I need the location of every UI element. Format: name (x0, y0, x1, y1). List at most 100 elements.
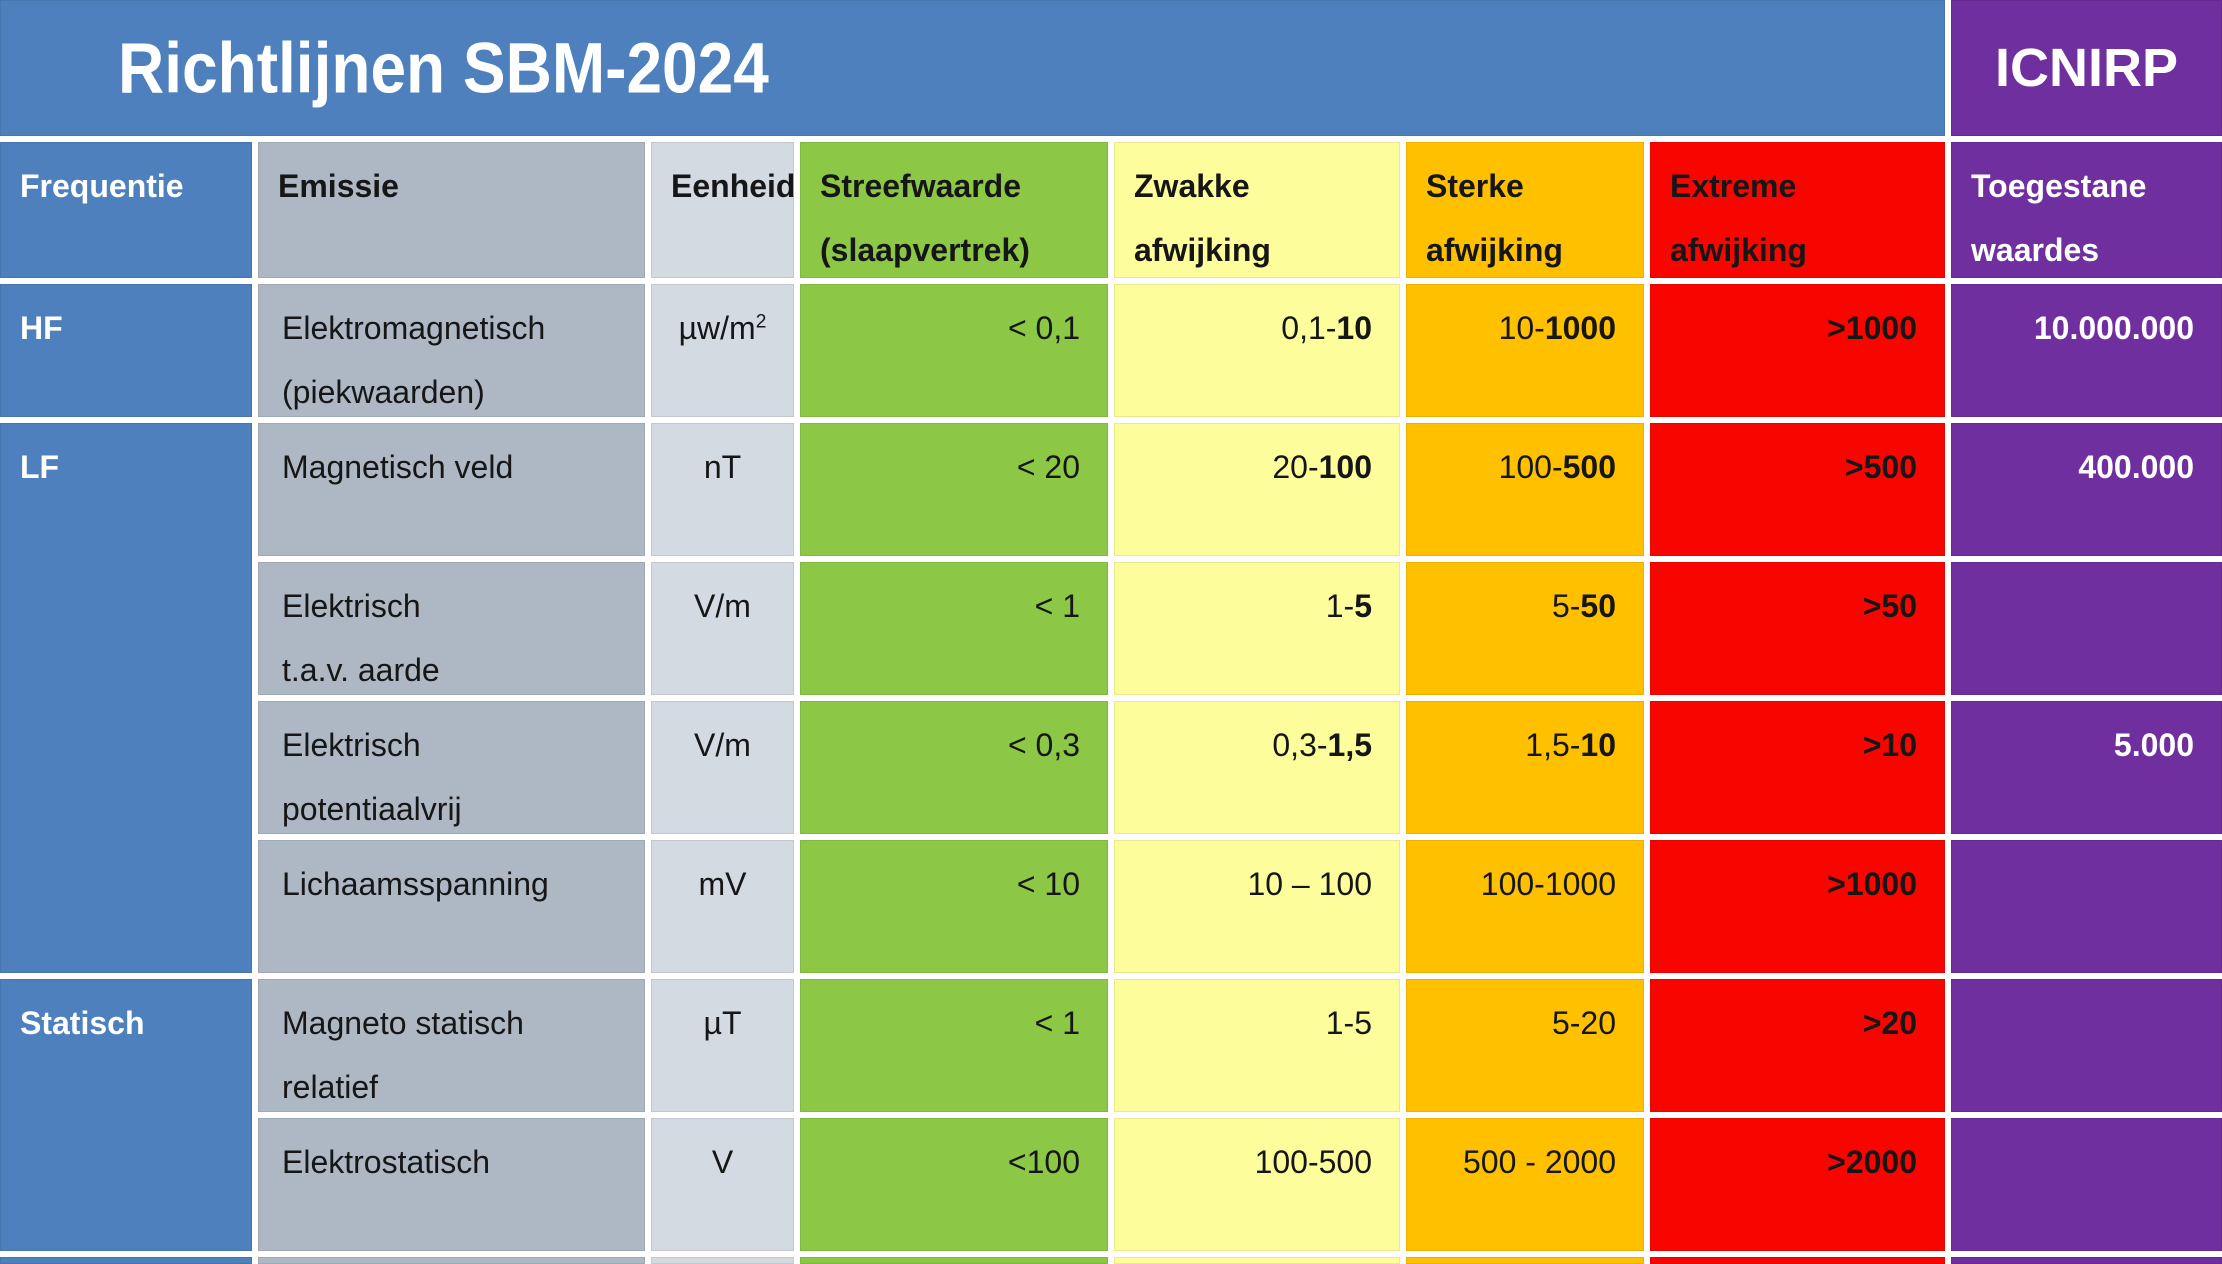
partial-row-extreme (1650, 1257, 1945, 1264)
partial-row-sterke (1406, 1257, 1644, 1264)
header-toegestane-line2: waardes (1971, 232, 2100, 268)
header-toegestane-line1: Toegestane (1971, 168, 2147, 204)
cell-eenheid-row4: V/m (651, 701, 794, 834)
header-toegestane-waardes: Toegestane waardes (1951, 142, 2222, 278)
emissie-row7-line1: Elektrostatisch (282, 1144, 491, 1180)
cell-toegestaan-row6 (1951, 979, 2222, 1112)
streefwaarde-row1-value: < 0,1 (1007, 310, 1080, 346)
sterke-row1-bold: 1000 (1544, 310, 1616, 346)
extreme-row6-value: >20 (1862, 1005, 1917, 1041)
cell-extreme-row7: >2000 (1650, 1118, 1945, 1251)
partial-row-eenheid (651, 1257, 794, 1264)
cell-sterke-row1: 10-1000 (1406, 284, 1644, 417)
emissie-row3-line1: Elektrisch (282, 588, 421, 624)
freq-group-lf: LF (0, 423, 252, 973)
header-sterke-line1: Sterke (1426, 168, 1524, 204)
header-extreme-line1: Extreme (1670, 168, 1797, 204)
zwakke-row4-bold: 1,5 (1327, 727, 1372, 763)
header-zwakke-line1: Zwakke (1134, 168, 1250, 204)
cell-streefwaarde-row1: < 0,1 (800, 284, 1108, 417)
cell-eenheid-row7: V (651, 1118, 794, 1251)
streefwaarde-row2-value: < 20 (1016, 449, 1080, 485)
cell-streefwaarde-row4: < 0,3 (800, 701, 1108, 834)
streefwaarde-row7-value: <100 (1007, 1144, 1080, 1180)
header-streefwaarde-line2: (slaapvertrek) (820, 232, 1030, 268)
cell-streefwaarde-row7: <100 (800, 1118, 1108, 1251)
header-frequentie-line1: Frequentie (20, 168, 184, 204)
streefwaarde-row4-value: < 0,3 (1007, 727, 1080, 763)
cell-streefwaarde-row3: < 1 (800, 562, 1108, 695)
emissie-row1-line1: Elektromagnetisch (282, 310, 546, 346)
cell-extreme-row2: >500 (1650, 423, 1945, 556)
cell-sterke-row7: 500 - 2000 (1406, 1118, 1644, 1251)
toegestaan-row4-value: 5.000 (2113, 727, 2194, 763)
title-bar: Richtlijnen SBM-2024 (0, 0, 1945, 136)
emissie-row5-line1: Lichaamsspanning (282, 866, 549, 902)
icnirp-header: ICNIRP (1951, 0, 2222, 136)
cell-emissie-row6: Magneto statisch relatief (258, 979, 645, 1112)
eenheid-row4-text: V/m (694, 727, 751, 763)
cell-emissie-row5: Lichaamsspanning (258, 840, 645, 973)
eenheid-row1-sup: 2 (755, 311, 767, 333)
cell-eenheid-row2: nT (651, 423, 794, 556)
cell-zwakke-row6: 1-5 (1114, 979, 1400, 1112)
extreme-row3-value: >50 (1862, 588, 1917, 624)
cell-eenheid-row6: µT (651, 979, 794, 1112)
cell-streefwaarde-row6: < 1 (800, 979, 1108, 1112)
cell-zwakke-row5: 10 – 100 (1114, 840, 1400, 973)
cell-extreme-row4: >10 (1650, 701, 1945, 834)
header-extreme-afwijking: Extreme afwijking (1650, 142, 1945, 278)
freq-group-hf: HF (0, 284, 252, 417)
cell-eenheid-row3: V/m (651, 562, 794, 695)
cell-toegestaan-row2: 400.000 (1951, 423, 2222, 556)
cell-sterke-row5: 100-1000 (1406, 840, 1644, 973)
sterke-row6-plain: 5-20 (1551, 1005, 1616, 1041)
cell-extreme-row5: >1000 (1650, 840, 1945, 973)
sterke-row4-plain: 1,5- (1525, 727, 1581, 763)
eenheid-row1-text: µw/m (678, 310, 756, 346)
eenheid-row2-text: nT (703, 449, 742, 485)
zwakke-row2-bold: 100 (1318, 449, 1372, 485)
cell-extreme-row6: >20 (1650, 979, 1945, 1112)
header-streefwaarde: Streefwaarde (slaapvertrek) (800, 142, 1108, 278)
sterke-row4-bold: 10 (1580, 727, 1616, 763)
header-sterke-afwijking: Sterke afwijking (1406, 142, 1644, 278)
emissie-row4-line2: potentiaalvrij (282, 791, 462, 827)
sterke-row2-plain: 100- (1498, 449, 1563, 485)
zwakke-row6-plain: 1-5 (1325, 1005, 1372, 1041)
sterke-row7-plain: 500 - 2000 (1462, 1144, 1616, 1180)
cell-toegestaan-row5 (1951, 840, 2222, 973)
emissie-row3-line2: t.a.v. aarde (282, 652, 440, 688)
header-eenheid: Eenheid (651, 142, 794, 278)
header-emissie: Emissie (258, 142, 645, 278)
partial-row-toegestaan (1951, 1257, 2222, 1264)
partial-row-zwakke (1114, 1257, 1400, 1264)
zwakke-row1-bold: 10 (1336, 310, 1372, 346)
cell-toegestaan-row4: 5.000 (1951, 701, 2222, 834)
extreme-row2-value: >500 (1844, 449, 1917, 485)
header-frequentie: Frequentie (0, 142, 252, 278)
header-zwakke-afwijking: Zwakke afwijking (1114, 142, 1400, 278)
partial-row-streefwaarde (800, 1257, 1108, 1264)
emissie-row6-line2: relatief (282, 1069, 379, 1105)
cell-toegestaan-row1: 10.000.000 (1951, 284, 2222, 417)
emissie-row4-line1: Elektrisch (282, 727, 421, 763)
streefwaarde-row5-value: < 10 (1016, 866, 1080, 902)
toegestaan-row1-value: 10.000.000 (2033, 310, 2194, 346)
freq-group-statisch: Statisch (0, 979, 252, 1251)
cell-sterke-row2: 100-500 (1406, 423, 1644, 556)
sterke-row3-plain: 5- (1551, 588, 1581, 624)
header-eenheid-line1: Eenheid (671, 168, 794, 204)
cell-toegestaan-row3 (1951, 562, 2222, 695)
zwakke-row3-plain: 1- (1325, 588, 1355, 624)
cell-emissie-row7: Elektrostatisch (258, 1118, 645, 1251)
cell-emissie-row2: Magnetisch veld (258, 423, 645, 556)
cell-eenheid-row5: mV (651, 840, 794, 973)
emissie-row2-line1: Magnetisch veld (282, 449, 514, 485)
partial-row-frequentie (0, 1257, 252, 1264)
sterke-row3-bold: 50 (1580, 588, 1616, 624)
cell-zwakke-row3: 1-5 (1114, 562, 1400, 695)
eenheid-row7-text: V (711, 1144, 734, 1180)
cell-sterke-row6: 5-20 (1406, 979, 1644, 1112)
